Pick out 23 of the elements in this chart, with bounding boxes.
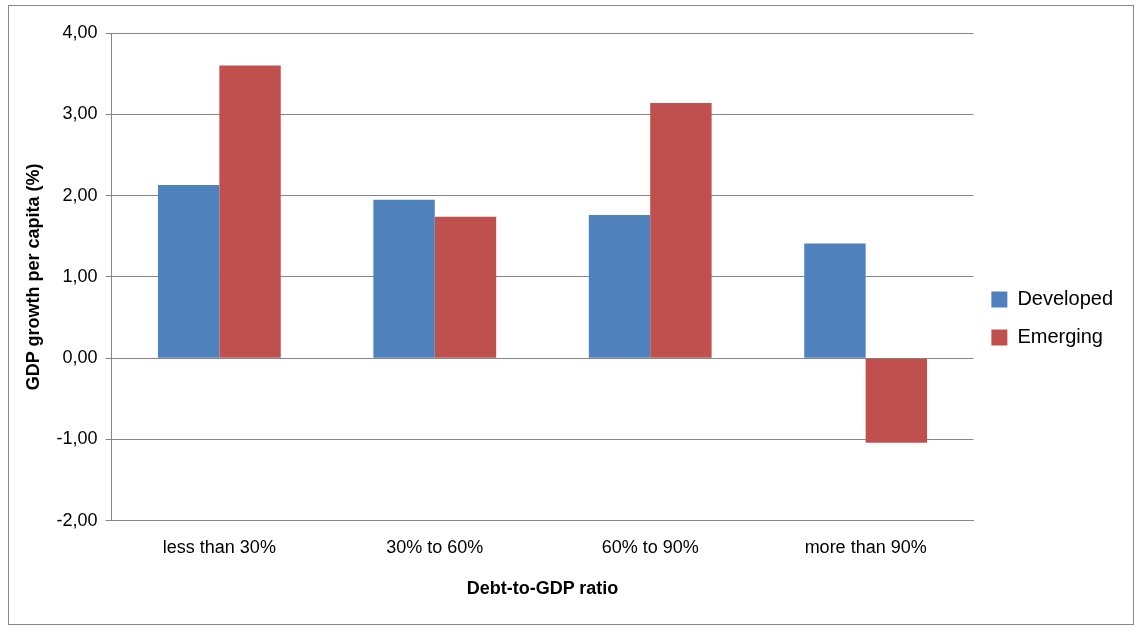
y-tick-label: 4,00 [62, 21, 98, 42]
bar [157, 185, 220, 358]
x-tick-label: less than 30% [162, 536, 276, 557]
legend-label: Emerging [1017, 325, 1103, 348]
bar [865, 358, 928, 443]
legend-label: Developed [1017, 287, 1113, 310]
y-tick-label: 1,00 [62, 265, 98, 286]
bar [373, 199, 435, 358]
y-tick-label: -1,00 [56, 428, 98, 449]
y-tick-label: -2,00 [56, 509, 98, 530]
x-tick-label: more than 90% [804, 536, 927, 557]
x-axis-title: Debt-to-GDP ratio [466, 578, 619, 599]
y-tick-label: 2,00 [62, 184, 98, 205]
y-tick-label: 3,00 [62, 103, 98, 124]
y-axis-title: GDP growth per capita (%) [22, 163, 43, 391]
bar [588, 215, 651, 358]
y-tick-label: 0,00 [62, 347, 98, 368]
bar [219, 65, 281, 358]
x-tick-label: 60% to 90% [601, 536, 699, 557]
bar [650, 102, 712, 358]
x-tick-label: 30% to 60% [386, 536, 484, 557]
bar [804, 243, 866, 358]
bar [434, 216, 497, 358]
